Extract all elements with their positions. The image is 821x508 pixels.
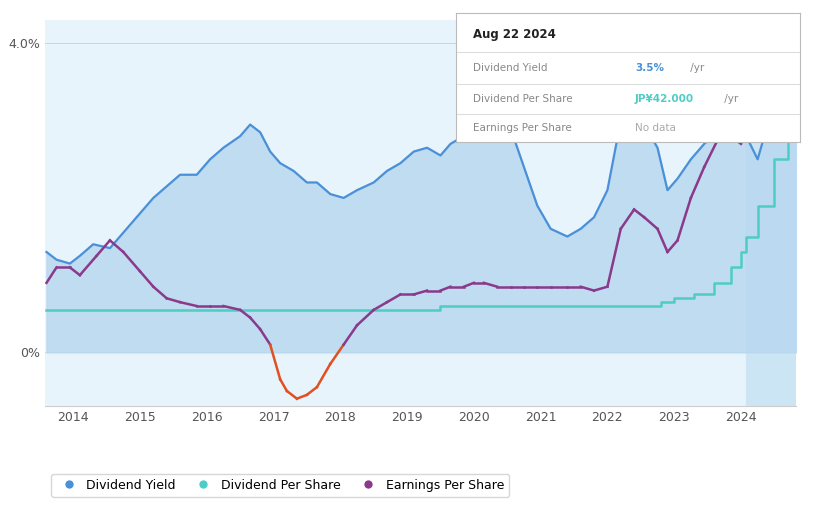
Text: 3.5%: 3.5% [635, 63, 664, 73]
Text: /yr: /yr [721, 94, 738, 104]
Text: /yr: /yr [686, 63, 704, 73]
Text: Past: Past [748, 29, 771, 40]
Legend: Dividend Yield, Dividend Per Share, Earnings Per Share: Dividend Yield, Dividend Per Share, Earn… [52, 473, 509, 497]
Text: Earnings Per Share: Earnings Per Share [473, 123, 571, 133]
Text: Aug 22 2024: Aug 22 2024 [473, 28, 556, 41]
Text: Dividend Yield: Dividend Yield [473, 63, 548, 73]
Text: No data: No data [635, 123, 676, 133]
Text: JP¥42.000: JP¥42.000 [635, 94, 694, 104]
Text: Dividend Per Share: Dividend Per Share [473, 94, 572, 104]
Bar [746, 20, 803, 406]
